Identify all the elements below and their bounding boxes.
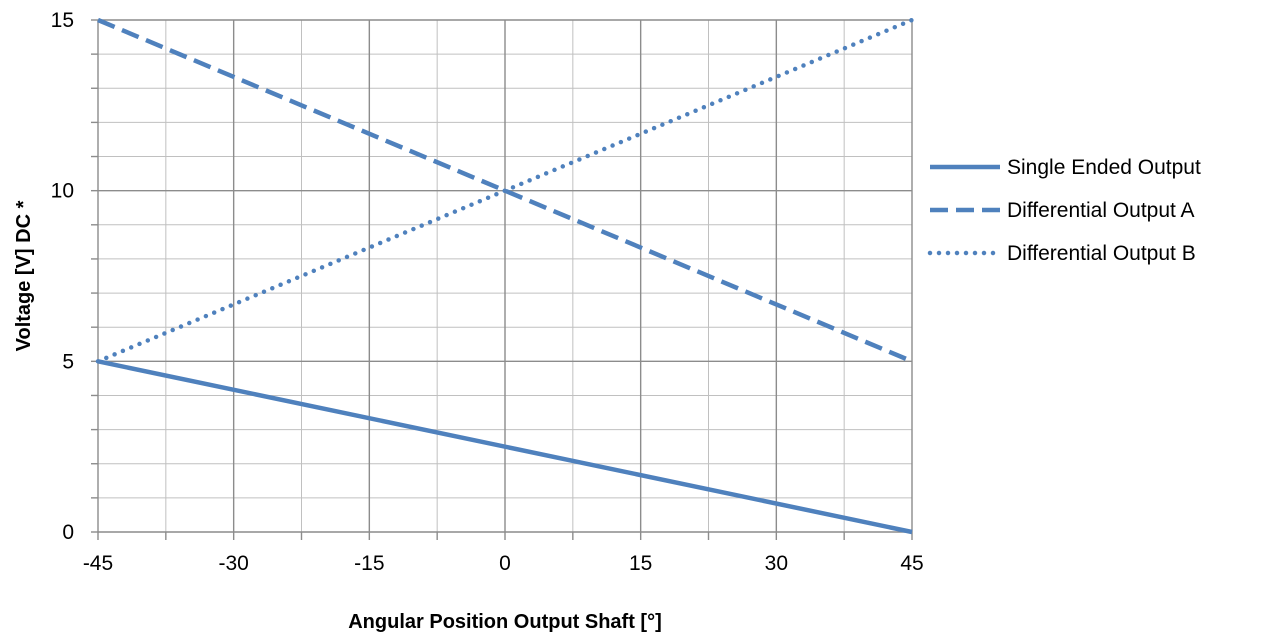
legend-item: Single Ended Output — [930, 156, 1201, 179]
x-tick-labels: -45 -30 -15 0 15 30 45 — [83, 552, 924, 575]
legend-label: Differential Output B — [1007, 242, 1196, 265]
y-tick-label: 0 — [62, 521, 74, 544]
legend-label: Single Ended Output — [1007, 156, 1201, 179]
x-tick-label: 15 — [629, 552, 652, 575]
x-axis-title: Angular Position Output Shaft [°] — [348, 611, 662, 633]
y-tick-label: 10 — [51, 180, 74, 203]
axes — [91, 19, 913, 540]
x-tick-label: 0 — [499, 552, 511, 575]
x-tick-label: 30 — [765, 552, 788, 575]
legend: Single Ended Output Differential Output A… — [927, 156, 1201, 265]
x-tick-label: -45 — [83, 552, 113, 575]
y-axis-title: Voltage [V] DC * — [13, 200, 35, 351]
y-tick-label: 15 — [51, 9, 74, 32]
series-layer — [95, 17, 915, 535]
y-tick-label: 5 — [62, 350, 74, 373]
series-line-3 — [95, 17, 915, 364]
x-tick-label: -15 — [354, 552, 384, 575]
series-line-2 — [97, 17, 913, 364]
x-tick-label: 45 — [900, 552, 923, 575]
x-tick-label: -30 — [218, 552, 248, 575]
y-tick-labels: 0 5 10 15 — [51, 9, 74, 544]
major-gridlines — [98, 19, 913, 532]
legend-label: Differential Output A — [1007, 199, 1195, 222]
legend-item: Differential Output A — [930, 199, 1195, 222]
legend-item: Differential Output B — [927, 242, 1196, 265]
series-line-1 — [97, 359, 913, 535]
